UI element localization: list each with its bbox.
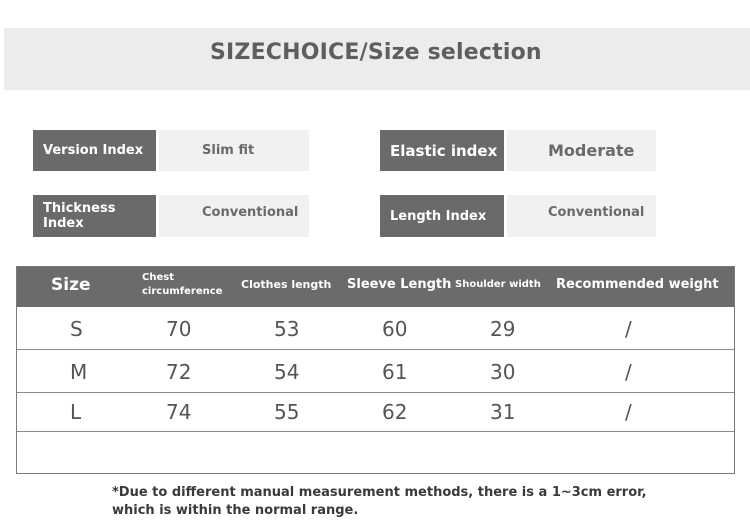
cell-recommended-weight: /: [625, 400, 632, 424]
length-index-label: Length Index: [380, 195, 504, 237]
measurement-note: *Due to different manual measurement met…: [112, 484, 647, 520]
cell-shoulder-width: 30: [490, 360, 516, 384]
elastic-index-label: Elastic index: [380, 130, 504, 171]
header-recommended-weight: Recommended weight: [556, 277, 719, 292]
version-index-value: Slim fit: [159, 130, 309, 171]
header-sleeve-length: Sleeve Length: [347, 277, 452, 292]
cell-shoulder-width: 29: [490, 317, 516, 341]
cell-recommended-weight: /: [625, 360, 632, 384]
row-divider: [17, 431, 734, 432]
version-index-label: Version Index: [33, 130, 156, 171]
row-divider: [17, 392, 734, 393]
cell-size: M: [70, 360, 88, 384]
cell-chest: 74: [166, 400, 192, 424]
measurement-note-line2: which is within the normal range.: [112, 503, 359, 518]
elastic-index-value: Moderate: [507, 130, 656, 171]
length-index-value: Conventional: [507, 195, 656, 237]
cell-clothes-length: 55: [274, 400, 300, 424]
cell-chest: 72: [166, 360, 192, 384]
table-header: Size Chest circumference Clothes length …: [17, 267, 734, 307]
cell-sleeve-length: 62: [382, 400, 408, 424]
header-size: Size: [51, 275, 91, 295]
title-banner: [4, 28, 750, 90]
header-chest-line1: Chest: [142, 272, 174, 283]
measurement-note-line1: *Due to different manual measurement met…: [112, 485, 647, 500]
thickness-index-label: Thickness Index: [33, 195, 156, 237]
header-clothes-length: Clothes length: [241, 278, 332, 291]
cell-sleeve-length: 61: [382, 360, 408, 384]
header-chest: Chest circumference: [142, 271, 222, 299]
size-table: Size Chest circumference Clothes length …: [16, 266, 735, 474]
cell-sleeve-length: 60: [382, 317, 408, 341]
header-chest-line2: circumference: [142, 286, 223, 297]
cell-size: S: [70, 317, 83, 341]
row-divider: [17, 349, 734, 350]
cell-recommended-weight: /: [625, 317, 632, 341]
page-title: SIZECHOICE/Size selection: [210, 40, 542, 65]
thickness-index-value: Conventional: [159, 195, 309, 237]
header-shoulder-width: Shoulder width: [455, 279, 541, 290]
cell-clothes-length: 54: [274, 360, 300, 384]
cell-shoulder-width: 31: [490, 400, 516, 424]
cell-size: L: [70, 400, 82, 424]
cell-clothes-length: 53: [274, 317, 300, 341]
cell-chest: 70: [166, 317, 192, 341]
